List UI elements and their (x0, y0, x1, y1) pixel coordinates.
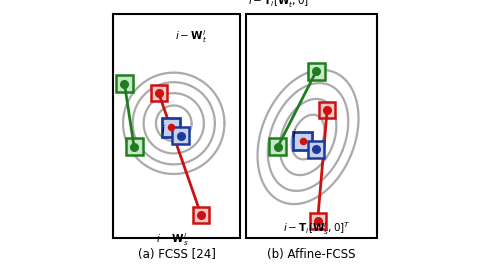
Text: i: i (161, 125, 164, 135)
Bar (125, 138, 143, 155)
Text: (b) Affine-FCSS: (b) Affine-FCSS (267, 248, 356, 261)
Bar (308, 141, 324, 158)
Bar (246, 14, 376, 238)
Text: $i - \mathbf{T}_i[\mathbf{W}_t^l, 0]^T$: $i - \mathbf{T}_i[\mathbf{W}_t^l, 0]^T$ (248, 0, 315, 10)
Bar (116, 75, 133, 92)
Text: i: i (293, 129, 295, 139)
Bar (319, 102, 335, 118)
Bar (193, 207, 209, 223)
Bar (293, 132, 312, 150)
Bar (308, 63, 325, 80)
Bar (310, 213, 325, 229)
Text: $i - \mathbf{W}_t^l$: $i - \mathbf{W}_t^l$ (175, 28, 207, 45)
Text: $i - \mathbf{W}_s^l$: $i - \mathbf{W}_s^l$ (156, 232, 189, 248)
Text: (a) FCSS [24]: (a) FCSS [24] (138, 248, 216, 261)
Bar (114, 14, 240, 238)
Bar (162, 118, 180, 137)
Text: $i - \mathbf{T}_i[\mathbf{W}_s^l, 0]^T$: $i - \mathbf{T}_i[\mathbf{W}_s^l, 0]^T$ (283, 221, 351, 237)
Bar (172, 127, 189, 144)
Bar (151, 85, 167, 101)
Bar (270, 138, 286, 155)
